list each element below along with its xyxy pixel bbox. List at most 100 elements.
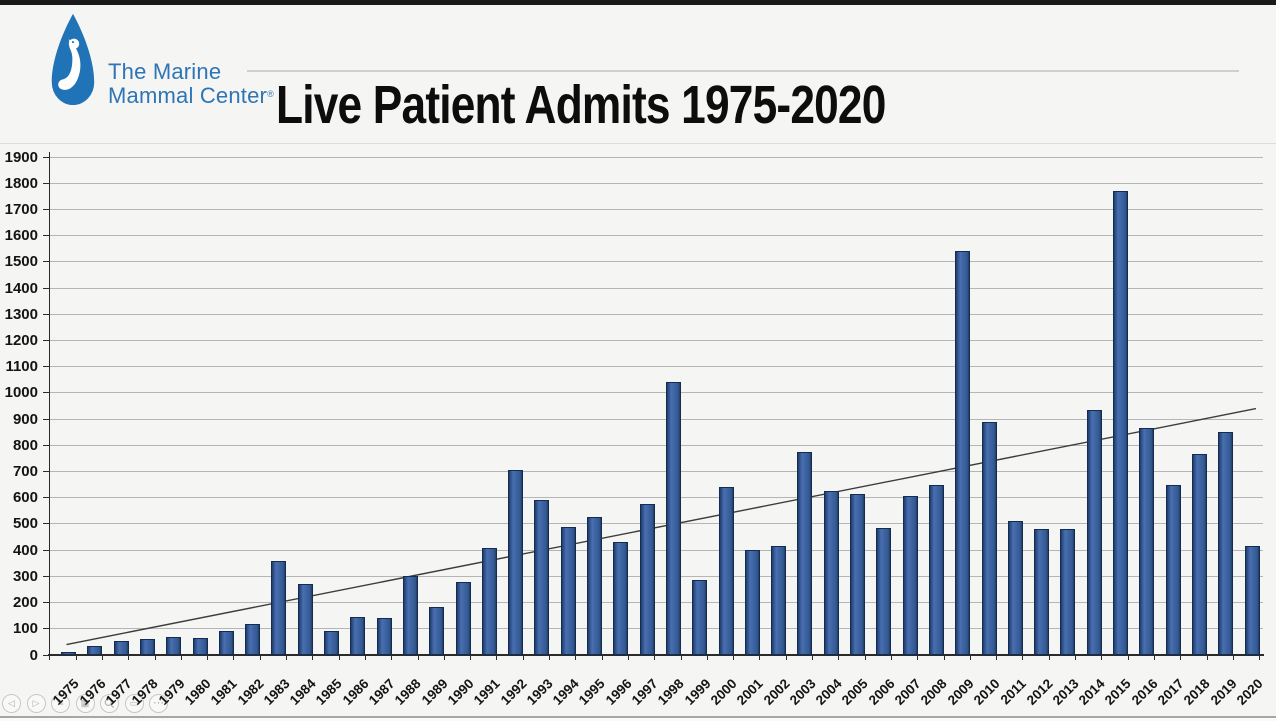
bar-1985 xyxy=(324,631,339,655)
bar-1982 xyxy=(245,623,261,655)
pen-icon: ✎ xyxy=(56,698,65,708)
y-axis-tick xyxy=(43,654,50,656)
y-axis-label: 1800 xyxy=(4,174,38,192)
gridline xyxy=(49,444,1263,446)
ellipsis-icon: ⋯ xyxy=(153,697,164,709)
gridline xyxy=(49,156,1263,158)
bar-1999 xyxy=(692,580,708,655)
y-axis-tick xyxy=(43,339,50,341)
gridline xyxy=(49,235,1263,237)
zoom-slide-button[interactable] xyxy=(100,694,119,713)
x-axis-tick xyxy=(654,655,656,661)
gridline xyxy=(49,497,1263,499)
x-axis-tick xyxy=(1206,655,1208,661)
bar-1989 xyxy=(429,606,445,655)
y-axis-label: 600 xyxy=(12,489,38,507)
gridline xyxy=(49,628,1263,630)
x-axis-tick xyxy=(1153,655,1155,661)
previous-slide-button[interactable]: ◁ xyxy=(2,694,21,713)
x-axis-tick xyxy=(312,655,314,661)
x-axis-tick xyxy=(207,655,209,661)
logo-line1: The Marine xyxy=(108,59,222,84)
bar-2017 xyxy=(1165,484,1181,655)
gridline xyxy=(49,471,1263,473)
captions-button[interactable]: ▭ xyxy=(124,694,144,713)
x-axis-tick xyxy=(1232,655,1234,661)
bar-2007 xyxy=(902,496,918,655)
bar-1997 xyxy=(639,504,655,655)
gridline xyxy=(49,392,1263,394)
logo-line2: Mammal Center® xyxy=(108,83,274,108)
bar-1996 xyxy=(613,542,629,655)
x-axis-tick xyxy=(601,655,603,661)
gridline xyxy=(49,549,1263,551)
y-axis-tick xyxy=(43,156,50,158)
see-all-slides-button[interactable]: ▦ xyxy=(75,694,95,713)
gridline xyxy=(49,523,1263,525)
y-axis-tick xyxy=(43,523,50,525)
gridline xyxy=(49,313,1263,315)
x-axis-line xyxy=(48,654,1264,656)
x-axis-tick xyxy=(917,655,919,661)
y-axis-label: 1700 xyxy=(4,200,38,218)
y-axis-label: 0 xyxy=(29,646,38,664)
x-axis-tick xyxy=(969,655,971,661)
y-axis-label: 500 xyxy=(12,515,38,533)
bar-1980 xyxy=(192,637,208,655)
y-axis-label: 400 xyxy=(12,541,38,559)
x-axis-tick xyxy=(259,655,261,661)
gridline xyxy=(49,182,1263,184)
page-title: Live Patient Admits 1975-2020 xyxy=(276,75,886,135)
x-axis-tick xyxy=(1075,655,1076,661)
bar-2009 xyxy=(955,251,971,655)
x-axis-tick xyxy=(706,655,708,661)
y-axis-line xyxy=(48,152,51,656)
y-axis-label: 1900 xyxy=(4,148,38,166)
y-axis-tick xyxy=(43,602,50,604)
bar-2015 xyxy=(1113,191,1128,655)
bar-2002 xyxy=(771,546,787,655)
presenter-toolbar: ◁ ▷ ✎ ▦ ▭ ⋯ xyxy=(2,694,168,713)
y-axis-tick xyxy=(43,471,50,473)
x-axis-tick xyxy=(49,655,51,661)
more-options-button[interactable]: ⋯ xyxy=(149,694,168,713)
pen-tools-button[interactable]: ✎ xyxy=(51,694,70,713)
x-axis-tick xyxy=(1101,655,1103,661)
y-axis-tick xyxy=(43,261,50,263)
x-axis-tick xyxy=(812,655,813,661)
x-axis-tick xyxy=(338,655,340,661)
gridline xyxy=(49,575,1263,577)
bar-2003 xyxy=(797,451,813,655)
y-axis-tick xyxy=(43,313,50,315)
x-axis-tick xyxy=(391,655,393,661)
left-arrow-icon: ◁ xyxy=(8,698,15,708)
bar-1976 xyxy=(87,645,103,655)
grid-icon: ▦ xyxy=(80,698,90,708)
gridline xyxy=(49,261,1263,263)
bar-2010 xyxy=(981,421,997,655)
x-axis-tick xyxy=(1127,655,1129,661)
y-axis-label: 1100 xyxy=(5,358,38,376)
y-axis-tick xyxy=(43,418,50,420)
next-slide-button[interactable]: ▷ xyxy=(26,694,46,713)
x-axis-tick xyxy=(996,655,998,661)
y-axis-tick xyxy=(43,182,50,184)
x-axis-tick xyxy=(128,655,130,661)
trendline xyxy=(66,407,1257,646)
y-axis-label: 1400 xyxy=(4,279,38,297)
x-axis-tick xyxy=(364,655,366,661)
x-axis-tick xyxy=(549,655,550,661)
bar-2013 xyxy=(1060,529,1076,655)
bar-2004 xyxy=(823,491,839,655)
bar-1978 xyxy=(139,639,155,655)
bar-1979 xyxy=(166,636,182,655)
y-axis-label: 300 xyxy=(12,567,38,585)
water-drop-seal-icon xyxy=(51,13,95,106)
x-axis-tick xyxy=(180,655,182,661)
bar-2018 xyxy=(1191,454,1207,655)
y-axis-label: 800 xyxy=(12,436,38,454)
bar-2012 xyxy=(1034,529,1050,655)
magnifier-icon xyxy=(104,698,115,709)
x-axis-tick xyxy=(101,655,103,661)
